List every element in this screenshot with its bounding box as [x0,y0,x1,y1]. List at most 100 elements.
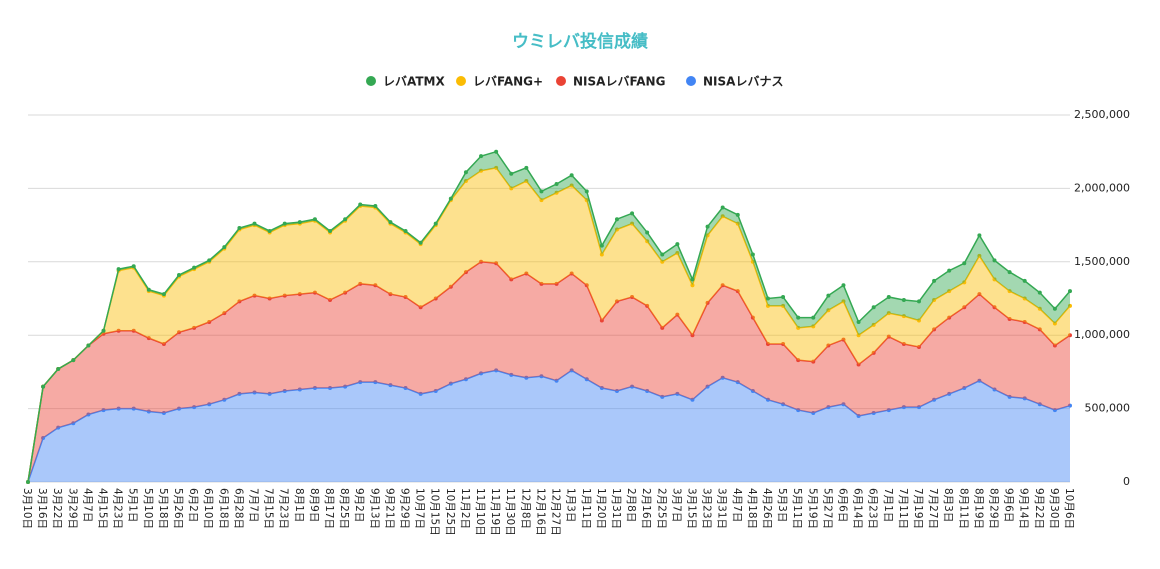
point [418,240,423,245]
point [977,292,982,297]
point [614,217,619,222]
point [796,315,801,320]
point [599,243,604,248]
point [765,303,770,308]
point [1052,343,1057,348]
point [312,217,317,222]
point [841,337,846,342]
point [645,303,650,308]
point [539,189,544,194]
point [358,202,363,207]
point [1052,408,1057,413]
point [252,293,257,298]
point [1007,394,1012,399]
point [781,295,786,300]
point [524,271,529,276]
point [101,328,106,333]
x-tick-label: 4月18日 [746,488,758,529]
x-tick-label: 1月20日 [595,488,607,529]
point [237,226,242,231]
point [781,342,786,347]
point [811,315,816,320]
point [750,388,755,393]
point [433,221,438,226]
point [131,328,136,333]
point [811,359,816,364]
point [403,295,408,300]
point [750,252,755,257]
point [1052,321,1057,326]
point [584,198,589,203]
line [27,261,1071,483]
point [312,386,317,391]
point [146,336,151,341]
point [222,311,227,316]
x-tick-label: 5月1日 [127,488,139,522]
legend-label: NISAレバFANG [573,75,665,89]
point [509,372,514,377]
point [433,296,438,301]
point [177,330,182,335]
point [645,239,650,244]
point [161,411,166,416]
x-tick-label: 4月26日 [761,488,773,529]
point [675,312,680,317]
point [56,366,61,371]
point [901,405,906,410]
point [463,270,468,275]
x-tick-label: 11月2日 [459,488,471,529]
point [252,221,257,226]
point [71,421,76,426]
point [479,259,484,264]
point [448,196,453,201]
point [675,242,680,247]
x-tick-label: 2月8日 [625,488,637,522]
point [297,220,302,225]
x-tick-label: 10月7日 [414,488,426,529]
point [358,281,363,286]
point [781,402,786,407]
x-tick-label: 12月8日 [519,488,531,529]
area [28,261,1070,482]
y-tick-label: 2,500,000 [1074,108,1130,121]
point [614,299,619,304]
point [282,293,287,298]
point [569,271,574,276]
point [841,402,846,407]
point [932,397,937,402]
x-tick-label: 10月25日 [444,488,456,536]
point [1037,290,1042,295]
point [388,292,393,297]
x-tick-label: 2月16日 [640,488,652,529]
point [796,325,801,330]
point [1022,278,1027,283]
point [916,405,921,410]
point [765,342,770,347]
point [796,358,801,363]
point [962,386,967,391]
point [916,344,921,349]
x-tick-label: 3月16日 [36,488,48,529]
point [705,233,710,238]
point [463,377,468,382]
x-tick-label: 8月1日 [293,488,305,522]
y-tick-label: 0 [1123,475,1130,488]
point [599,386,604,391]
x-tick-label: 5月3日 [776,488,788,522]
line [27,369,1071,483]
point [932,327,937,332]
point [826,308,831,313]
x-tick-label: 6月2日 [187,488,199,522]
x-tick-label: 6月14日 [852,488,864,529]
point [630,295,635,300]
point [433,388,438,393]
point [524,179,529,184]
point [463,170,468,175]
area [28,167,1070,482]
point [524,165,529,170]
x-tick-label: 9月13日 [368,488,380,529]
point [282,221,287,226]
point [826,405,831,410]
point [977,378,982,383]
point [901,297,906,302]
